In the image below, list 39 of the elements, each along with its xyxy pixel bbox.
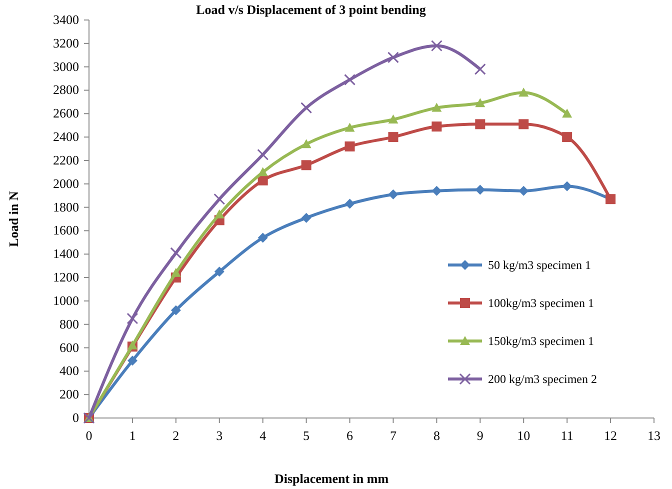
x-tick-label: 11 [560, 428, 574, 443]
y-tick-label: 2200 [53, 152, 79, 168]
x-tick-label: 8 [433, 428, 440, 443]
x-tick-label: 4 [260, 428, 267, 443]
y-axis-title: Load in N [6, 190, 21, 247]
y-tick-label: 800 [60, 316, 79, 332]
legend-label: 200 kg/m3 specimen 2 [488, 372, 597, 386]
chart-title: Load v/s Displacement of 3 point bending [196, 2, 426, 17]
y-tick-label: 2600 [53, 106, 79, 121]
y-tick-label: 1400 [53, 246, 79, 262]
x-tick-label: 10 [517, 428, 530, 443]
y-tick-label: 3000 [53, 58, 79, 74]
y-tick-label: 1000 [53, 292, 79, 308]
x-tick-label: 3 [216, 428, 223, 443]
x-axis-title: Displacement in mm [274, 471, 389, 486]
y-tick-label: 1200 [53, 270, 79, 285]
y-tick-label: 2400 [53, 129, 79, 144]
legend-label: 50 kg/m3 specimen 1 [488, 258, 591, 272]
y-tick-label: 600 [60, 340, 79, 355]
x-tick-label: 12 [604, 428, 618, 443]
y-tick-label: 3200 [53, 35, 79, 50]
x-tick-label: 1 [129, 428, 136, 443]
legend-label: 100kg/m3 specimen 1 [488, 296, 594, 310]
y-tick-label: 1800 [53, 199, 79, 214]
legend-label: 150kg/m3 specimen 1 [488, 334, 594, 348]
y-tick-label: 0 [72, 410, 79, 425]
x-tick-label: 0 [86, 428, 92, 443]
y-tick-label: 200 [60, 386, 79, 402]
y-tick-label: 1600 [53, 222, 79, 238]
x-tick-label: 6 [346, 428, 354, 443]
y-tick-label: 2000 [53, 176, 79, 191]
x-tick-label: 13 [648, 428, 660, 443]
y-tick-label: 3400 [53, 12, 79, 27]
y-tick-label: 400 [60, 363, 79, 378]
x-tick-label: 9 [476, 428, 484, 443]
x-tick-label: 2 [172, 428, 180, 443]
x-tick-label: 5 [303, 428, 310, 443]
x-tick-label: 7 [390, 428, 397, 443]
y-tick-label: 2800 [53, 82, 79, 98]
